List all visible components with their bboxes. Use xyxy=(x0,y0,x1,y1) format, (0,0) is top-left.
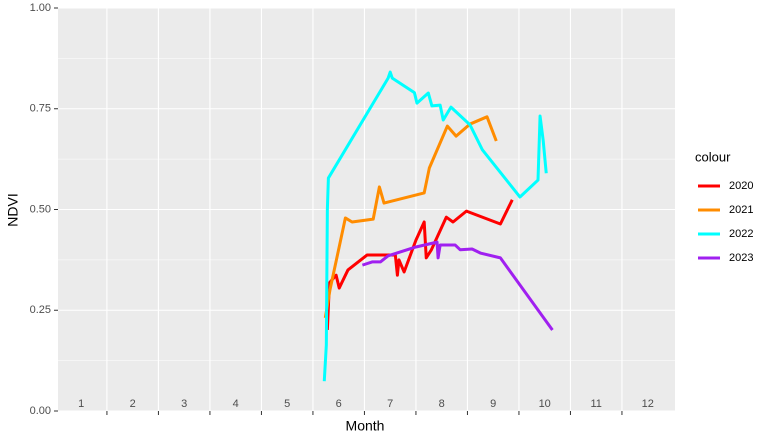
x-tick-label: 6 xyxy=(336,398,342,410)
y-axis-title: NDVI xyxy=(5,193,21,226)
series-line xyxy=(323,115,498,319)
series-line xyxy=(325,199,514,331)
x-tick-label: 10 xyxy=(539,398,551,410)
x-tick-label: 2 xyxy=(130,398,136,410)
y-tick-label: 0.50 xyxy=(30,203,51,215)
y-tick-label: 1.00 xyxy=(30,2,51,14)
legend-label: 2021 xyxy=(729,204,753,216)
x-tick-label: 4 xyxy=(233,398,239,410)
y-tick-label: 0.25 xyxy=(30,304,51,316)
x-tick-label: 12 xyxy=(642,398,654,410)
x-tick-label: 5 xyxy=(284,398,290,410)
legend-label: 2020 xyxy=(729,180,753,192)
y-tick-label: 0.75 xyxy=(30,103,51,115)
x-tick-label: 1 xyxy=(78,398,84,410)
series-line xyxy=(361,240,554,331)
x-tick-label: 11 xyxy=(590,398,601,410)
x-tick-label: 9 xyxy=(490,398,496,410)
x-tick-label: 8 xyxy=(439,398,445,410)
x-tick-label: 3 xyxy=(181,398,187,410)
series-line xyxy=(322,70,548,382)
legend-title: colour xyxy=(695,149,731,164)
legend-label: 2023 xyxy=(729,252,753,264)
x-tick-label: 7 xyxy=(387,398,393,410)
legend-label: 2022 xyxy=(729,228,753,240)
grid xyxy=(58,7,675,412)
y-tick-label: 0.00 xyxy=(30,405,51,417)
x-axis-title: Month xyxy=(346,418,385,434)
